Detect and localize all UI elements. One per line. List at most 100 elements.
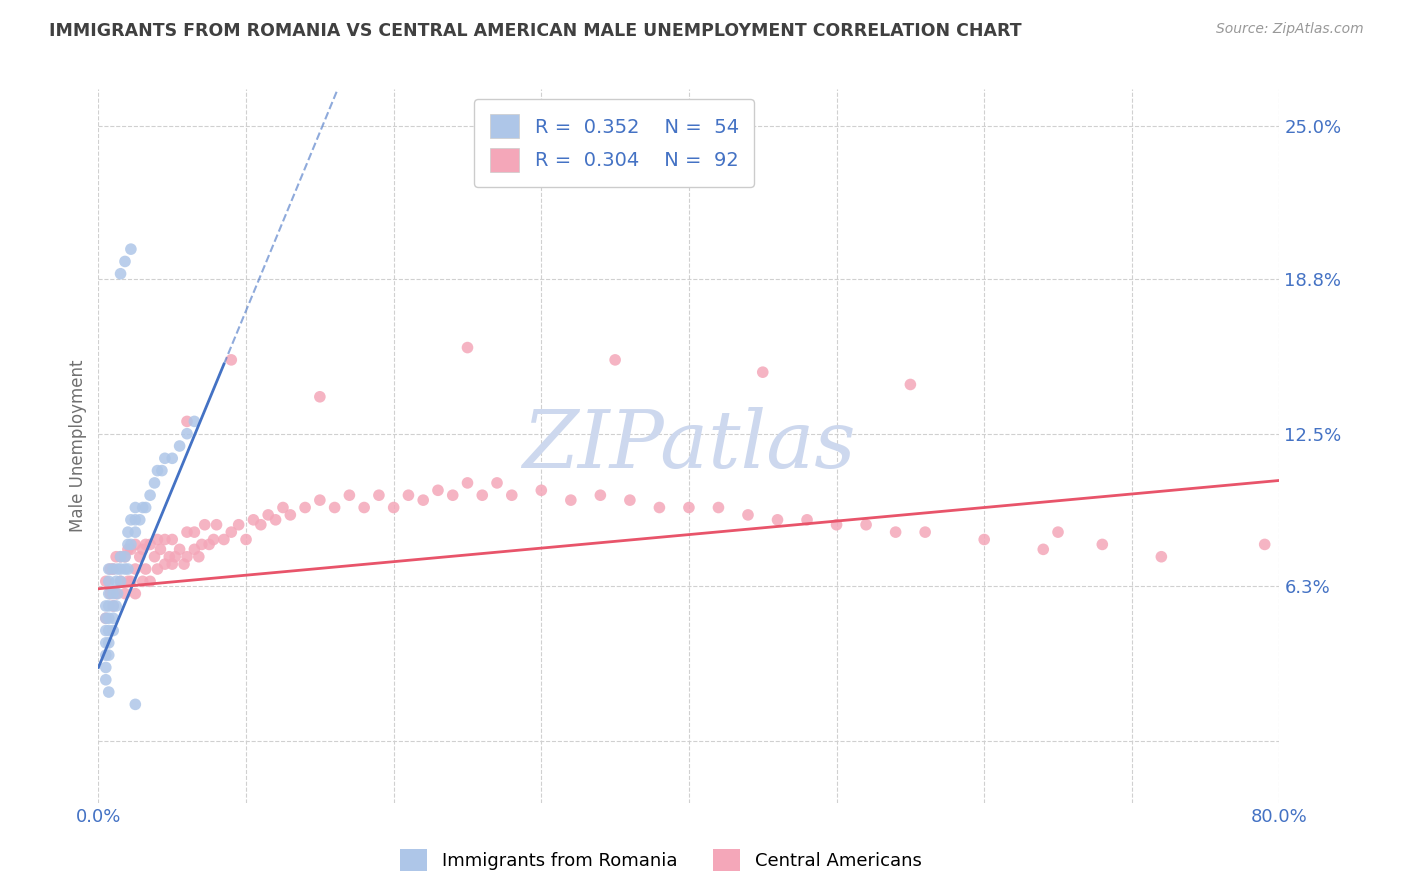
Point [605, 352, 627, 367]
Point [153, 557, 176, 571]
Point [457, 341, 479, 355]
Point [107, 562, 129, 576]
Point [97, 636, 120, 650]
Point [124, 525, 146, 540]
Point [309, 493, 332, 508]
Point [368, 488, 391, 502]
Point [110, 574, 132, 589]
Y-axis label: Male Unemployment: Male Unemployment [69, 359, 87, 533]
Point [98, 587, 121, 601]
Point [752, 365, 775, 379]
Point [707, 500, 730, 515]
Point [120, 542, 142, 557]
Point [124, 562, 146, 576]
Point [884, 525, 907, 540]
Point [294, 500, 316, 515]
Point [114, 254, 136, 268]
Point [228, 517, 250, 532]
Legend: R =  0.352    N =  54, R =  0.304    N =  92: R = 0.352 N = 54, R = 0.304 N = 92 [474, 99, 754, 187]
Point [97, 599, 120, 613]
Point [146, 562, 169, 576]
Point [766, 513, 789, 527]
Point [212, 533, 235, 547]
Point [103, 587, 125, 601]
Point [737, 508, 759, 522]
Point [309, 390, 332, 404]
Point [135, 537, 157, 551]
Point [165, 549, 187, 564]
Point [97, 624, 120, 638]
Point [353, 500, 375, 515]
Text: IMMIGRANTS FROM ROMANIA VS CENTRAL AMERICAN MALE UNEMPLOYMENT CORRELATION CHART: IMMIGRANTS FROM ROMANIA VS CENTRAL AMERI… [49, 22, 1022, 40]
Point [257, 508, 280, 522]
Point [103, 562, 125, 576]
Point [143, 475, 166, 490]
Point [97, 685, 120, 699]
Point [900, 377, 922, 392]
Point [398, 488, 420, 502]
Point [153, 451, 176, 466]
Point [205, 517, 228, 532]
Point [264, 513, 287, 527]
Point [176, 549, 198, 564]
Point [103, 599, 125, 613]
Point [162, 557, 183, 571]
Point [183, 542, 205, 557]
Point [124, 537, 146, 551]
Point [132, 574, 155, 589]
Point [176, 525, 198, 540]
Point [94, 648, 117, 662]
Point [120, 513, 142, 527]
Point [339, 488, 361, 502]
Point [110, 549, 132, 564]
Point [235, 533, 257, 547]
Point [117, 574, 139, 589]
Point [94, 673, 117, 687]
Point [441, 488, 464, 502]
Point [648, 500, 671, 515]
Point [825, 517, 848, 532]
Point [146, 464, 169, 478]
Point [97, 648, 120, 662]
Point [139, 488, 162, 502]
Point [94, 611, 117, 625]
Point [973, 533, 995, 547]
Point [796, 513, 818, 527]
Point [103, 562, 125, 576]
Point [98, 562, 121, 576]
Point [678, 500, 700, 515]
Point [221, 352, 243, 367]
Point [173, 557, 195, 571]
Point [107, 587, 129, 601]
Point [176, 426, 198, 441]
Point [150, 464, 173, 478]
Point [560, 493, 582, 508]
Point [117, 562, 139, 576]
Point [97, 574, 120, 589]
Point [105, 587, 128, 601]
Point [1046, 525, 1070, 540]
Point [157, 549, 180, 564]
Point [139, 537, 162, 551]
Point [198, 537, 221, 551]
Point [110, 562, 132, 576]
Point [146, 533, 169, 547]
Point [486, 475, 509, 490]
Point [135, 562, 157, 576]
Point [124, 513, 146, 527]
Point [914, 525, 936, 540]
Point [149, 542, 172, 557]
Point [94, 574, 117, 589]
Point [323, 500, 346, 515]
Point [105, 599, 128, 613]
Point [114, 587, 136, 601]
Point [191, 537, 214, 551]
Point [1032, 542, 1054, 557]
Point [120, 242, 142, 256]
Point [202, 533, 225, 547]
Point [97, 587, 120, 601]
Point [110, 574, 132, 589]
Point [128, 549, 150, 564]
Point [94, 636, 117, 650]
Point [1091, 537, 1114, 551]
